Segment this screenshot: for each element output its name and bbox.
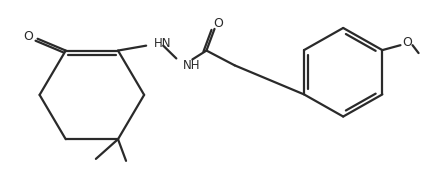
Text: O: O [402,36,412,49]
Text: O: O [214,17,224,30]
Text: NH: NH [183,59,201,72]
Text: O: O [24,30,34,43]
Text: HN: HN [154,37,172,50]
